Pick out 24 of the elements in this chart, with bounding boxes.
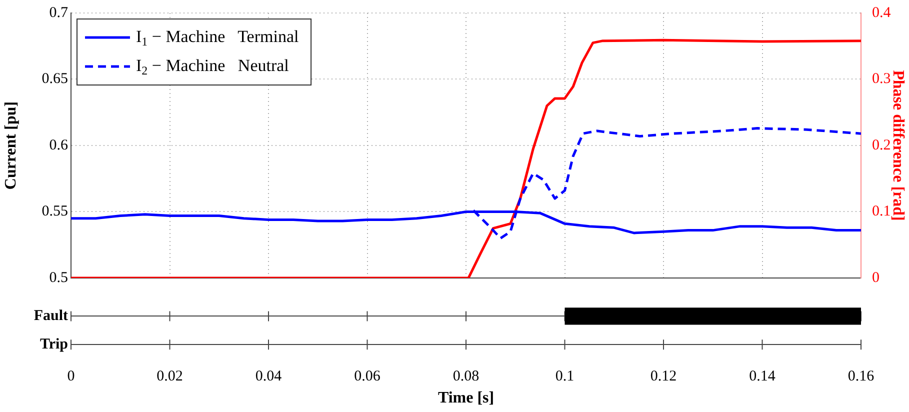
x-tick-label: 0.04 xyxy=(255,368,282,385)
y-tick-label: 0.7 xyxy=(49,4,68,21)
y-tick-label: 0.6 xyxy=(49,137,68,154)
y2-tick-label: 0.2 xyxy=(872,137,891,154)
y2-axis-title: Phase difference [rad] xyxy=(889,70,906,221)
x-axis-title: Time [s] xyxy=(438,390,494,407)
y-tick-label: 0.65 xyxy=(42,71,68,88)
x-tick-label: 0.1 xyxy=(555,368,574,385)
y2-tick-label: 0.3 xyxy=(872,71,891,88)
x-tick-label: 0.08 xyxy=(452,368,480,385)
x-tick-label: 0.16 xyxy=(848,368,875,385)
x-tick-label: 0 xyxy=(67,368,75,385)
y2-tick-label: 0.1 xyxy=(872,204,891,220)
x-tick-label: 0.12 xyxy=(650,368,677,385)
y-tick-label: Fault xyxy=(34,308,68,324)
x-tick-label: 0.02 xyxy=(156,368,183,385)
x-tick-label: 0.06 xyxy=(354,368,381,385)
x-tick-label: 0.14 xyxy=(749,368,776,385)
y-tick-label: Trip xyxy=(40,336,68,352)
y2-tick-label: 0 xyxy=(872,270,880,286)
y-tick-label: 0.5 xyxy=(49,270,68,286)
y-tick-label: 0.55 xyxy=(42,204,68,220)
y2-tick-label: 0.4 xyxy=(872,4,892,21)
y-axis-title: Current [pu] xyxy=(2,101,20,190)
